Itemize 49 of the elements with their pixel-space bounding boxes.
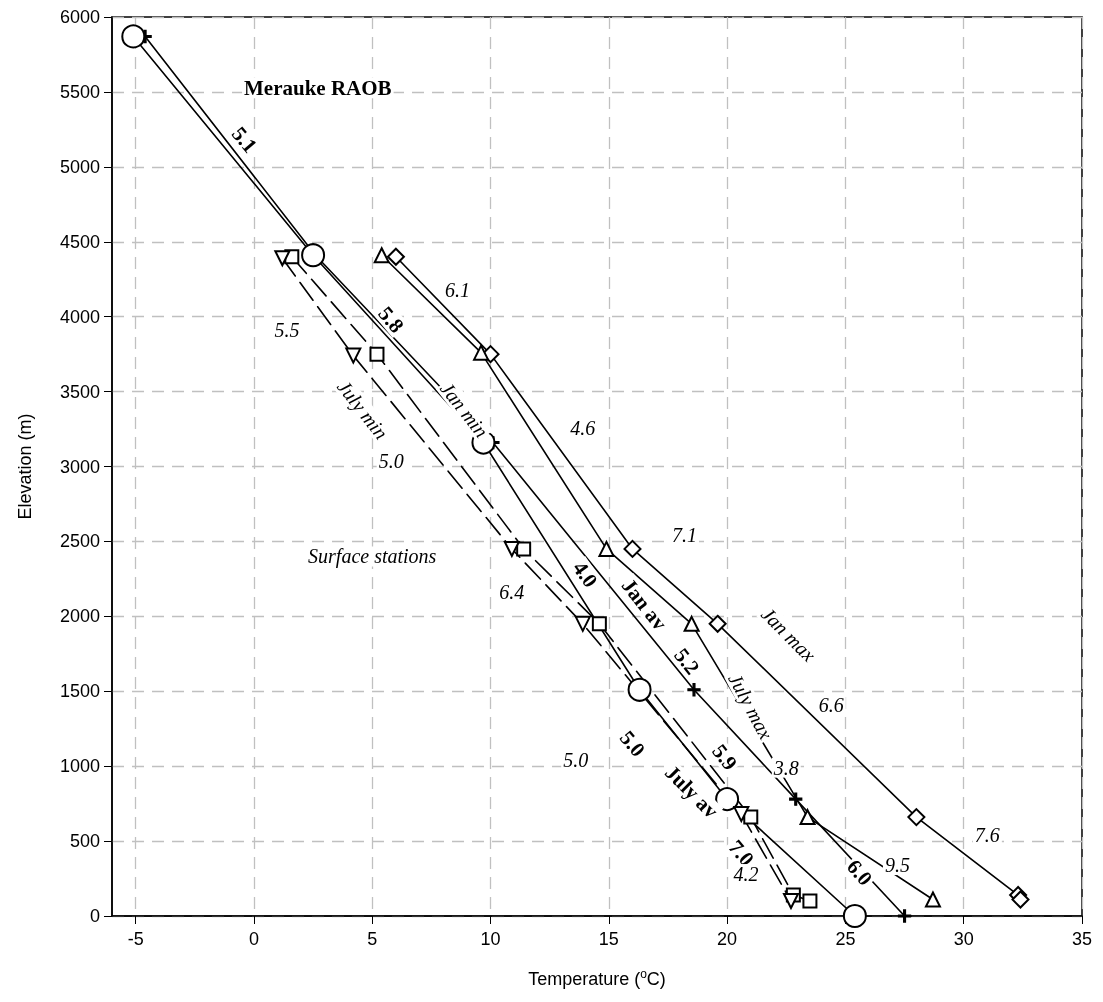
x-tick-label: 5	[367, 929, 378, 949]
annotation: 7.1	[672, 524, 698, 547]
annotation: Jan min	[436, 377, 493, 442]
annotation: 7.6	[974, 824, 1000, 847]
y-tick-label: 2000	[59, 606, 100, 627]
x-tick-label: 20	[717, 929, 738, 949]
y-tick-label: 3000	[59, 456, 100, 477]
x-tick-label: 10	[480, 929, 501, 949]
x-tick-label: 30	[953, 929, 974, 949]
annotation: 6.6	[818, 693, 844, 716]
annotation: 5.0	[614, 725, 651, 762]
annotation: July min	[332, 375, 393, 444]
x-tick-label: -5	[127, 929, 144, 949]
x-tick-label: 35	[1071, 929, 1092, 949]
annotation: Jan av	[616, 573, 673, 636]
annotation: 5.9	[707, 739, 743, 775]
x-tick-label: 0	[248, 929, 259, 949]
y-tick-label: 5000	[59, 156, 100, 177]
annotation: Merauke RAOB	[244, 75, 392, 100]
annotation: 4.0	[567, 556, 603, 593]
y-tick-label: 1500	[59, 681, 100, 702]
annotation: 5.2	[669, 643, 705, 680]
annotation: 6.0	[841, 854, 878, 891]
annotation: 6.1	[444, 278, 470, 301]
annotation: 5.0	[563, 749, 589, 772]
y-tick-label: 6000	[59, 7, 100, 27]
annotation: 5.8	[373, 301, 409, 338]
y-tick-label: 0	[89, 906, 100, 926]
annotation: 9.5	[884, 854, 910, 877]
annotation: 3.8	[772, 756, 799, 779]
annotation: July max	[723, 669, 778, 744]
y-tick-label: 4500	[59, 231, 100, 252]
y-tick-label: 500	[69, 831, 100, 852]
y-tick-label: 5500	[59, 81, 100, 102]
y-axis-title: Elevation (m)	[15, 413, 35, 520]
annotation: 6.4	[499, 581, 525, 604]
x-tick-label: 15	[598, 929, 619, 949]
y-tick-label: 1000	[59, 756, 100, 777]
x-tick-label: 25	[835, 929, 856, 949]
annotation: 5.1	[226, 122, 263, 158]
annotation: Jan max	[757, 602, 821, 666]
annotation: 4.2	[733, 863, 759, 886]
annotation: 5.5	[274, 319, 300, 342]
y-tick-label: 3500	[59, 381, 100, 402]
annotation: 5.0	[378, 449, 404, 472]
y-tick-label: 4000	[59, 306, 100, 327]
annotation: Surface stations	[308, 545, 437, 569]
annotation: 4.6	[570, 416, 596, 439]
y-tick-label: 2500	[59, 531, 100, 552]
